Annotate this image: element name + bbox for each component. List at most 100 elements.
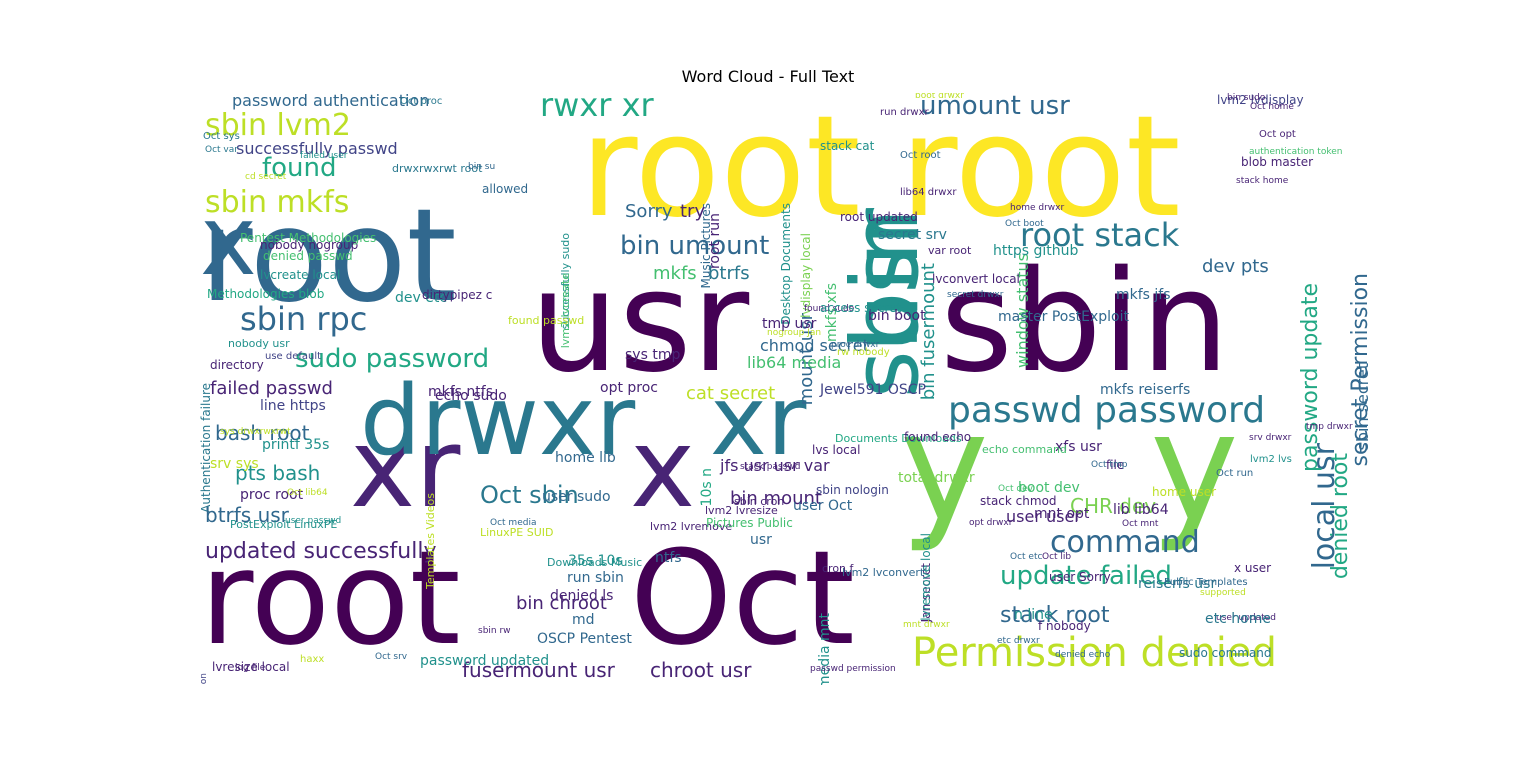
word-2: root bbox=[200, 182, 457, 331]
word-134: run drwxr bbox=[880, 107, 929, 118]
word-112: Downloads Music bbox=[547, 556, 643, 569]
word-95: Oct proc bbox=[400, 96, 443, 107]
word-179: Oct opt bbox=[1259, 129, 1296, 140]
word-26: Oct sbin bbox=[480, 481, 579, 509]
word-10: xr bbox=[710, 365, 807, 477]
word-193: log file bbox=[235, 663, 266, 673]
word-142: home drwxr bbox=[1010, 203, 1065, 213]
word-110: PostExploit LinuxPE bbox=[230, 518, 338, 531]
word-86: denied passwd bbox=[263, 249, 353, 263]
word-115: ntfs bbox=[655, 550, 682, 566]
word-111: LinuxPE SUID bbox=[480, 526, 554, 539]
word-81: srv sys bbox=[210, 456, 259, 472]
word-20: sbin mkfs bbox=[205, 185, 350, 220]
word-195: Oct lib64 bbox=[287, 488, 328, 498]
word-157: Oct dev bbox=[998, 484, 1033, 494]
word-8: x bbox=[630, 404, 696, 532]
word-138: root updated bbox=[840, 210, 918, 224]
word-124: lvm2 lvconvert bbox=[842, 566, 925, 579]
word-147: master PostExploit bbox=[998, 309, 1129, 325]
word-159: Oct mnt bbox=[1122, 519, 1159, 529]
word-17: Permission denied bbox=[912, 630, 1277, 676]
word-93: directory bbox=[210, 358, 264, 372]
word-7: xr bbox=[350, 404, 461, 532]
word-123: cron f bbox=[822, 562, 854, 575]
word-57: password authentication bbox=[232, 93, 430, 110]
word-178: Oct home bbox=[1250, 102, 1294, 112]
word-132: proc drwxr bbox=[831, 340, 880, 350]
word-114: denied ls bbox=[550, 588, 614, 604]
word-107: md bbox=[572, 612, 595, 628]
word-31: chroot usr bbox=[650, 658, 752, 682]
word-3: usr bbox=[530, 241, 750, 404]
word-174: Public Templates bbox=[1164, 577, 1248, 588]
word-77: mkfs ntfs bbox=[428, 384, 494, 400]
word-56: successfully passwd bbox=[236, 139, 398, 158]
word-135: Oct root bbox=[900, 150, 941, 161]
word-140: stack cat bbox=[820, 139, 875, 153]
word-149: Jewel591 OSCP bbox=[820, 382, 926, 398]
word-98: failed user bbox=[300, 151, 348, 161]
word-36: password update bbox=[1298, 283, 1323, 472]
word-69: dev pts bbox=[1202, 256, 1269, 277]
word-11: root bbox=[200, 522, 461, 674]
word-30: fusermount usr bbox=[462, 658, 615, 682]
word-169: user Sorry bbox=[1049, 570, 1111, 584]
word-42: media mnt bbox=[817, 613, 833, 685]
word-15: x bbox=[200, 185, 257, 297]
word-65: bin mount bbox=[730, 488, 822, 509]
word-21: sbin rpc bbox=[240, 300, 368, 338]
word-171: reiserfs usr bbox=[1138, 576, 1217, 592]
word-18: rwxr xr bbox=[540, 93, 654, 124]
word-130: found sudo bbox=[804, 304, 855, 314]
word-92: use default bbox=[265, 351, 322, 362]
word-118: lvm2 lvremove bbox=[650, 520, 733, 533]
word-96: Oct sys bbox=[203, 131, 240, 142]
word-177: lvm2 lvdisplay bbox=[1217, 93, 1304, 107]
word-175: home user bbox=[1152, 485, 1217, 499]
word-74: pts bash bbox=[235, 461, 321, 485]
word-53: Templates Videos bbox=[424, 493, 437, 589]
word-23: root stack bbox=[1020, 216, 1180, 254]
word-197: Oct media bbox=[490, 518, 537, 528]
word-14: y bbox=[1150, 381, 1239, 555]
word-73: bash root bbox=[215, 421, 310, 445]
word-182: stack home bbox=[1236, 176, 1289, 186]
word-68: CHR dev bbox=[1070, 494, 1157, 518]
word-145: Oct boot bbox=[1005, 219, 1044, 229]
word-0: root bbox=[580, 93, 861, 249]
word-139: secret srv bbox=[878, 227, 947, 243]
word-172: sudo command bbox=[1179, 646, 1272, 660]
word-59: try bbox=[680, 201, 706, 222]
word-176: Oct run bbox=[1216, 468, 1254, 479]
word-113: OSCP Pentest bbox=[537, 631, 632, 647]
word-170: stack chmod bbox=[980, 494, 1057, 508]
word-67: bin chroot bbox=[516, 593, 607, 614]
word-163: Oct etc bbox=[1010, 552, 1043, 562]
word-12: Oct bbox=[630, 522, 855, 674]
word-32: stack root bbox=[1000, 603, 1110, 628]
word-71: mkfs reiserfs bbox=[1100, 382, 1191, 398]
word-34: denied root bbox=[1328, 453, 1353, 580]
word-181: blob master bbox=[1241, 155, 1314, 169]
word-cloud: root root root usr sbin usr sbin xr x drwxr xr root… bbox=[200, 93, 1380, 685]
word-29: updated successfully bbox=[205, 539, 437, 564]
word-19: sbin lvm2 bbox=[205, 108, 351, 143]
word-22: sudo password bbox=[295, 344, 490, 374]
word-25: bin umount bbox=[620, 231, 770, 261]
word-188: opt drwxr bbox=[969, 518, 1013, 528]
word-83: dev etc bbox=[395, 290, 448, 306]
word-89: dirtypipez c bbox=[422, 288, 493, 302]
word-168: x user bbox=[1234, 561, 1272, 575]
word-184: srv drwxr bbox=[1249, 433, 1292, 443]
word-45: 10s n bbox=[699, 468, 715, 507]
word-199: sbin rw bbox=[478, 626, 511, 636]
word-58: Sorry bbox=[625, 201, 673, 222]
chart-title: Word Cloud - Full Text bbox=[681, 67, 855, 86]
word-97: Oct var bbox=[205, 145, 238, 155]
word-127: lvs local bbox=[812, 443, 861, 457]
word-102: sys tmp bbox=[625, 347, 681, 363]
word-63: lib64 media bbox=[747, 353, 842, 372]
word-136: lib64 drwxr bbox=[900, 187, 957, 198]
word-103: home lib bbox=[555, 450, 616, 466]
